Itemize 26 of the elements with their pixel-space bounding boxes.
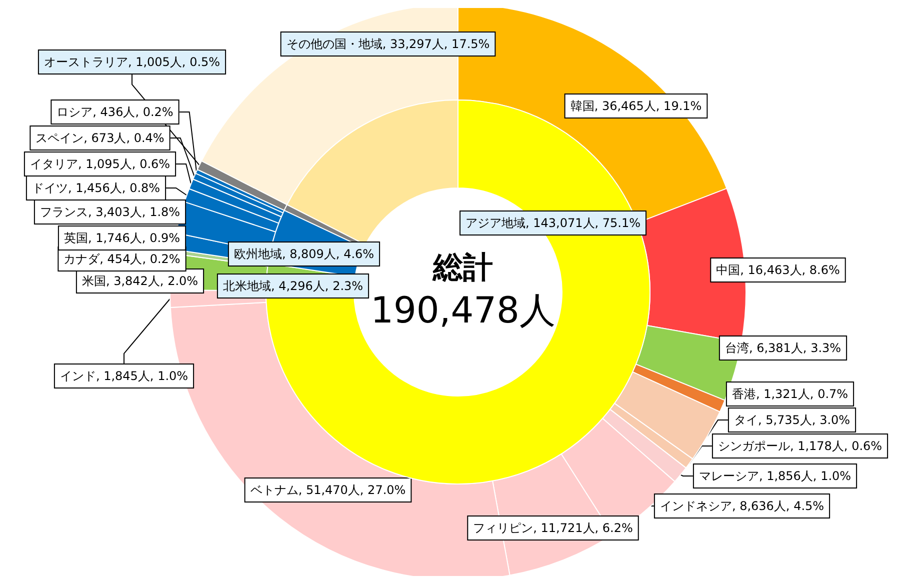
slice-label: その他の国・地域, 33,297人, 17.5%: [286, 37, 490, 51]
slice-label: 中国, 16,463人, 8.6%: [716, 263, 840, 277]
slice-label: インド, 1,845人, 1.0%: [60, 369, 188, 383]
text: 総計: [432, 250, 493, 286]
slice-label: 英国, 1,746人, 0.9%: [64, 231, 180, 245]
slice-label: 韓国, 36,465人, 19.1%: [570, 99, 702, 113]
slice-label: 欧州地域, 8,809人, 4.6%: [234, 247, 374, 261]
slice-label: インドネシア, 8,636人, 4.5%: [660, 499, 824, 513]
slice-label: フィリピン, 11,721人, 6.2%: [473, 521, 633, 535]
text: 190,478人: [370, 290, 556, 332]
slice-label: シンガポール, 1,178人, 0.6%: [718, 439, 882, 453]
slice-label: カナダ, 454人, 0.2%: [64, 252, 180, 266]
slice-label: ベトナム, 51,470人, 27.0%: [250, 483, 406, 497]
slice-label: イタリア, 1,095人, 0.6%: [30, 157, 170, 171]
slice-label: ロシア, 436人, 0.2%: [56, 105, 174, 119]
slice-label: 台湾, 6,381人, 3.3%: [724, 341, 842, 355]
slice-label: フランス, 3,403人, 1.8%: [40, 205, 180, 219]
slice-label: 米国, 3,842人, 2.0%: [82, 274, 198, 288]
slice-label: オーストラリア, 1,005人, 0.5%: [44, 55, 220, 69]
slice-label: マレーシア, 1,856人, 1.0%: [698, 469, 852, 483]
slice-label: 香港, 1,321人, 0.7%: [732, 387, 848, 401]
slice-label: スペイン, 673人, 0.4%: [36, 131, 164, 145]
slice-label: 北米地域, 4,296人, 2.3%: [222, 279, 364, 293]
slice-label: タイ, 5,735人, 3.0%: [734, 413, 850, 427]
slice-label: アジア地域, 143,071人, 75.1%: [465, 216, 641, 230]
slice-label: ドイツ, 1,456人, 0.8%: [32, 181, 160, 195]
